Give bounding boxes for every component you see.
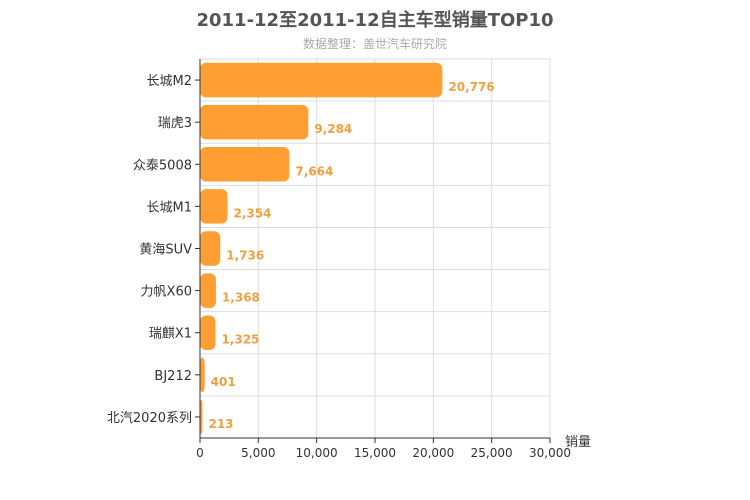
category-label: 瑞虎3 (158, 116, 192, 131)
x-tick-label: 15,000 (354, 446, 396, 460)
data-label: 2,354 (233, 206, 271, 220)
data-label: 213 (208, 417, 233, 431)
category-label: 黄海SUV (139, 243, 192, 258)
bar (200, 273, 216, 308)
bar (200, 189, 228, 224)
category-label: 北汽2020系列 (107, 411, 192, 426)
category-label: 长城M1 (147, 200, 193, 215)
data-label: 1,368 (222, 291, 260, 305)
bar (200, 62, 443, 98)
data-label: 1,736 (226, 249, 264, 263)
chart-title: 2011-12至2011-12自主车型销量TOP10 (196, 10, 554, 31)
data-label: 1,325 (221, 333, 259, 347)
data-label: 9,284 (314, 122, 352, 136)
data-label: 401 (211, 375, 236, 389)
category-label: 瑞麒X1 (149, 326, 192, 342)
bar (200, 147, 290, 182)
category-label: 众泰5008 (133, 158, 192, 173)
category-label: 长城M2 (147, 74, 193, 89)
x-tick-label: 20,000 (412, 446, 454, 460)
data-label: 7,664 (295, 164, 333, 178)
x-tick-label: 5,000 (241, 446, 275, 460)
bar (200, 357, 205, 393)
bar (200, 315, 216, 350)
bar (200, 231, 221, 266)
x-axis-label: 销量 (565, 435, 591, 450)
bar (200, 104, 309, 140)
category-label: 力帆X60 (141, 285, 192, 300)
bar (200, 399, 203, 435)
x-tick-label: 0 (196, 446, 204, 460)
x-tick-label: 10,000 (296, 446, 338, 460)
x-tick-label: 30,000 (529, 446, 571, 460)
category-label: BJ212 (154, 369, 192, 384)
x-tick-label: 25,000 (471, 446, 513, 460)
data-label: 20,776 (448, 80, 494, 94)
chart-subtitle: 数据整理：盖世汽车研究院 (302, 37, 447, 51)
